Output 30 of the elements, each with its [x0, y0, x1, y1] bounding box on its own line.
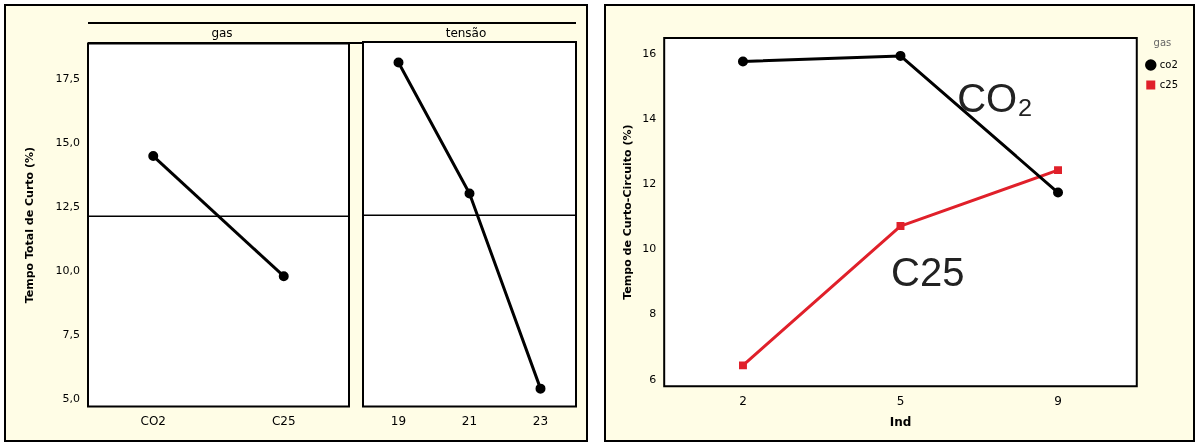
y-axis-title: Tempo Total de Curto (%) [23, 146, 37, 304]
y-tick-label: 10 [642, 242, 657, 256]
x-tick-label: 5 [896, 393, 905, 408]
legend-title: gas [1153, 36, 1172, 48]
x-tick-label: 2 [739, 393, 747, 408]
x-axis-title: Ind [889, 414, 912, 429]
y-tick-label: 16 [642, 47, 657, 61]
y-tick-label: 8 [649, 307, 657, 321]
y-tick-label: 7,5 [62, 327, 80, 341]
x-tick-label: CO2 [140, 413, 166, 428]
x-tick-label: 9 [1054, 393, 1062, 408]
legend-label: c25 [1159, 78, 1179, 90]
annotation: C25 [891, 249, 965, 294]
y-tick-label: 17,5 [55, 72, 80, 86]
legend-label: co2 [1159, 58, 1178, 70]
chart-title: gas [88, 22, 356, 44]
y-tick-label: 15,0 [55, 136, 80, 150]
y-tick-label: 5,0 [62, 391, 80, 405]
x-tick-label: 21 [461, 413, 478, 428]
chart-title: tensão [356, 22, 576, 44]
y-tick-label: 10,0 [55, 263, 80, 277]
annotation: CO₂ [957, 75, 1033, 120]
y-tick-label: 6 [649, 372, 657, 386]
y-tick-label: 12,5 [55, 200, 80, 214]
x-tick-label: C25 [271, 413, 296, 428]
y-tick-label: 14 [642, 112, 657, 126]
y-axis-title: Tempo de Curto-Circuito (%) [621, 124, 635, 300]
y-tick-label: 12 [642, 177, 657, 191]
x-tick-label: 23 [532, 413, 549, 428]
x-tick-label: 19 [390, 413, 407, 428]
